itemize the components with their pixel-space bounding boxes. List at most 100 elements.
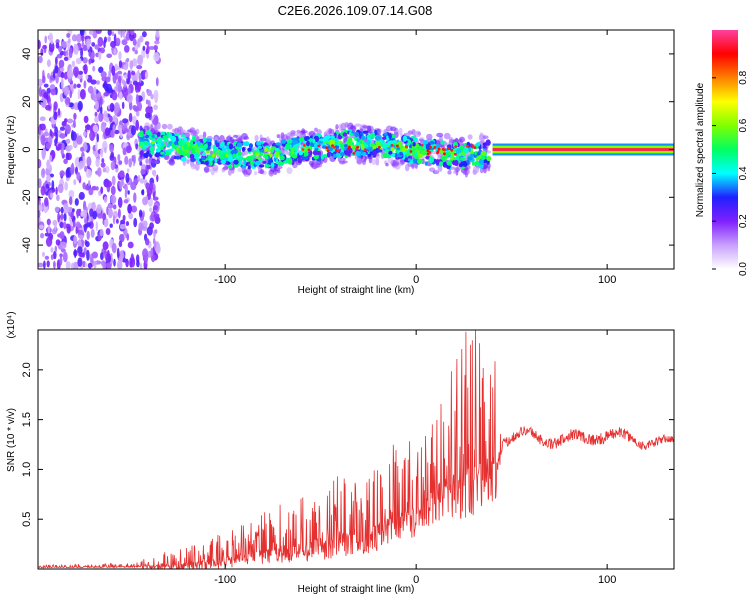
heatmap-cell: [66, 70, 74, 79]
heatmap-cell: [270, 162, 275, 168]
heatmap-cell: [360, 144, 365, 151]
heatmap-cell: [476, 152, 480, 156]
heatmap-cell: [83, 223, 87, 233]
heatmap-cell: [94, 150, 99, 158]
heatmap-cell: [72, 261, 79, 269]
heatmap-cell: [450, 148, 454, 152]
spectrogram-heatmap: [38, 30, 674, 269]
heatmap-cell: [100, 121, 106, 133]
heatmap-cell: [54, 206, 60, 212]
heatmap-cell: [137, 38, 141, 48]
y-tick-label: -20: [21, 189, 33, 205]
heatmap-cell: [209, 160, 213, 166]
heatmap-cell: [59, 255, 63, 266]
heatmap-cell: [129, 257, 133, 268]
heatmap-cell: [205, 150, 211, 154]
heatmap-cell: [334, 145, 340, 149]
heatmap-cell: [418, 153, 423, 159]
heatmap-cell: [46, 87, 51, 94]
heatmap-cell: [317, 144, 321, 148]
heatmap-cell: [125, 32, 130, 41]
x-tick-label: -100: [214, 274, 236, 286]
heatmap-cell: [472, 165, 480, 174]
heatmap-cell: [144, 41, 150, 46]
heatmap-cell: [228, 143, 234, 150]
heatmap-cell: [361, 135, 366, 141]
heatmap-cell: [86, 39, 91, 50]
heatmap-cell: [236, 142, 243, 148]
heatmap-cell: [133, 106, 139, 112]
heatmap-cell: [38, 178, 42, 189]
heatmap-cell: [59, 231, 65, 240]
heatmap-cell: [124, 155, 129, 165]
heatmap-cell: [326, 149, 330, 153]
heatmap-cell: [68, 190, 75, 198]
heatmap-cell: [131, 70, 136, 76]
heatmap-cell: [55, 186, 58, 195]
heatmap-cell: [473, 146, 477, 150]
heatmap-cell: [76, 83, 81, 89]
heatmap-cell: [63, 85, 70, 96]
heatmap-cell: [63, 207, 69, 214]
heatmap-cell: [387, 157, 394, 164]
heatmap-cell: [219, 155, 225, 161]
heatmap-cell: [448, 137, 454, 144]
heatmap-cell: [83, 115, 89, 124]
heatmap-cell: [64, 124, 71, 135]
heatmap-cell: [340, 152, 345, 157]
heatmap-cell: [76, 171, 81, 181]
heatmap-cell: [51, 228, 57, 235]
heatmap-cell: [374, 135, 381, 141]
heatmap-cell: [110, 195, 117, 204]
heatmap-cell: [63, 203, 69, 210]
heatmap-cell: [155, 30, 160, 38]
snr-frame: [37, 329, 675, 570]
heatmap-cell: [148, 207, 153, 213]
heatmap-cell: [266, 136, 270, 141]
heatmap-cell: [450, 156, 454, 160]
heatmap-cell: [64, 181, 68, 191]
heatmap-cell: [78, 191, 85, 200]
snr-series-line: [38, 330, 674, 569]
heatmap-cell: [89, 30, 94, 35]
heatmap-cell: [355, 150, 361, 156]
heatmap-cell: [122, 118, 129, 124]
heatmap-cell: [302, 155, 309, 160]
heatmap-cell: [422, 140, 429, 145]
heatmap-cell: [89, 132, 93, 139]
heatmap-cell: [40, 232, 45, 239]
y-tick-label: 20: [21, 96, 33, 108]
heatmap-cell: [102, 82, 109, 88]
heatmap-cell: [81, 34, 85, 43]
heatmap-cell: [107, 202, 114, 209]
heatmap-cell: [95, 186, 99, 191]
heatmap-cell: [155, 77, 159, 87]
heatmap-cell: [316, 151, 321, 156]
heatmap-cell: [435, 144, 441, 149]
heatmap-cell: [454, 152, 457, 156]
heatmap-cell: [60, 78, 64, 89]
heatmap-cell: [377, 145, 381, 149]
heatmap-cell: [70, 211, 74, 220]
heatmap-cell: [142, 45, 146, 51]
heatmap-cell: [405, 145, 408, 149]
heatmap-cell: [70, 83, 73, 90]
heatmap-cell: [63, 212, 67, 222]
heatmap-cell: [388, 150, 393, 155]
heatmap-cell: [95, 221, 99, 232]
heatmap-cell: [45, 183, 49, 189]
heatmap-cell: [364, 148, 367, 152]
heatmap-cell: [225, 135, 231, 143]
heatmap-cell: [187, 145, 193, 151]
heatmap-cell: [113, 33, 117, 44]
heatmap-cell: [95, 52, 100, 58]
heatmap-cell: [443, 132, 451, 140]
heatmap-cell: [142, 31, 147, 38]
heatmap-cell: [137, 175, 141, 181]
heatmap-cell: [237, 150, 242, 156]
heatmap-cell: [144, 252, 149, 262]
heatmap-cell: [149, 146, 155, 152]
heatmap-cell: [53, 101, 58, 111]
heatmap-cell: [65, 138, 71, 144]
heatmap-cell: [107, 30, 112, 36]
